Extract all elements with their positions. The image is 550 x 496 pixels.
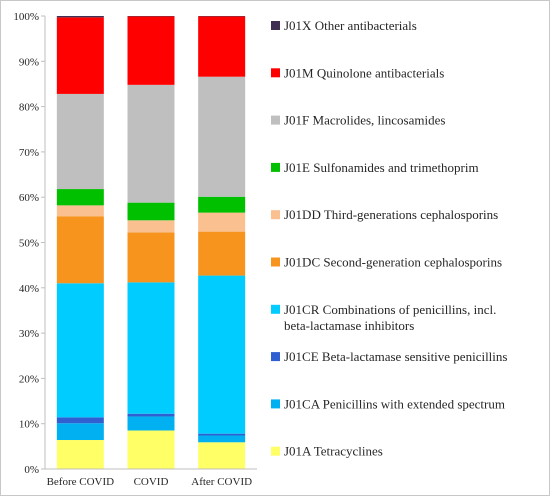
- bar-segment-1-4: [56, 283, 104, 418]
- bar-segment-3-3: [198, 433, 246, 436]
- legend-swatch: [271, 257, 280, 267]
- bar-segment-1-8: [56, 93, 104, 190]
- bar-segment-1-9: [56, 17, 104, 94]
- legend-swatch: [271, 68, 280, 78]
- y-tick-label: 50%: [19, 238, 39, 250]
- bar-segment-3-2: [198, 435, 246, 443]
- bar-segment-3-8: [198, 76, 246, 197]
- legend-label: J01DC Second-generation cephalosporins: [284, 255, 502, 270]
- legend-swatch: [271, 115, 280, 125]
- bar-segment-1-10: [56, 16, 104, 18]
- legend-label: J01X Other antibacterials: [284, 18, 417, 33]
- bar-segment-2-3: [127, 413, 175, 417]
- y-tick-label: 0%: [24, 464, 39, 476]
- legend-label: J01E Sulfonamides and trimethoprim: [284, 160, 479, 175]
- bar-segment-1-3: [56, 417, 104, 424]
- y-tick-label: 40%: [19, 283, 39, 295]
- legend-label: beta-lactamase inhibitors: [284, 318, 414, 333]
- legend-label: J01CE Beta-lactamase sensitive penicilli…: [284, 349, 507, 364]
- bar-segment-2-9: [127, 16, 175, 85]
- y-tick-label: 70%: [19, 147, 39, 159]
- bar-segment-3-1: [198, 442, 246, 469]
- legend-label: J01F Macrolides, lincosamides: [284, 113, 445, 128]
- y-tick-label: 10%: [19, 419, 39, 431]
- bar-segment-3-5: [198, 231, 246, 276]
- bar-segment-1-1: [56, 440, 104, 469]
- bar-segment-2-7: [127, 202, 175, 221]
- legend-swatch: [271, 21, 280, 30]
- legend-swatch: [271, 352, 280, 362]
- axes-group: 0% 10% 20% 30% 40% 50% 60% 70% 80% 90% 100% Before …: [13, 11, 257, 488]
- bar-segment-2-1: [127, 430, 175, 469]
- bar-segment-1-2: [56, 423, 104, 441]
- legend-label: J01M Quinolone antibacterials: [284, 65, 444, 80]
- legend-swatch: [271, 446, 280, 456]
- legend-label: J01DD Third-generations cephalosporins: [284, 207, 498, 222]
- bar-segment-3-6: [198, 212, 246, 232]
- y-tick-label: 100%: [13, 11, 39, 23]
- legend-swatch: [271, 162, 280, 172]
- y-tick-label: 90%: [19, 56, 39, 68]
- x-tick-label: COVID: [134, 476, 169, 488]
- x-tick-label: Before COVID: [47, 476, 115, 488]
- bar-segment-3-7: [198, 196, 246, 213]
- legend-swatch: [271, 210, 280, 220]
- bar-segment-1-5: [56, 216, 104, 284]
- legend-label: J01CA Penicillins with extended spectrum: [284, 396, 505, 411]
- legend-label: J01A Tetracyclines: [284, 444, 383, 459]
- bar-segment-1-7: [56, 189, 104, 206]
- legend-swatch: [271, 399, 280, 409]
- y-tick-label: 30%: [19, 328, 39, 340]
- bar-segment-2-4: [127, 282, 175, 414]
- bar-segment-2-5: [127, 232, 175, 283]
- bar-segment-2-2: [127, 416, 175, 431]
- bar-segment-3-4: [198, 275, 246, 434]
- legend: J01X Other antibacterials J01M Quinolone …: [271, 18, 507, 459]
- bar-segment-1-6: [56, 205, 104, 217]
- y-tick-label: 60%: [19, 192, 39, 204]
- y-tick-label: 20%: [19, 373, 39, 385]
- bars-group: [56, 16, 246, 469]
- x-tick-label: After COVID: [191, 476, 252, 488]
- legend-label: J01CR Combinations of penicillins, incl.: [284, 302, 496, 317]
- bar-segment-3-9: [198, 16, 246, 77]
- bar-segment-2-6: [127, 220, 175, 233]
- y-tick-label: 80%: [19, 102, 39, 114]
- legend-swatch: [271, 304, 280, 314]
- bar-segment-2-8: [127, 84, 175, 203]
